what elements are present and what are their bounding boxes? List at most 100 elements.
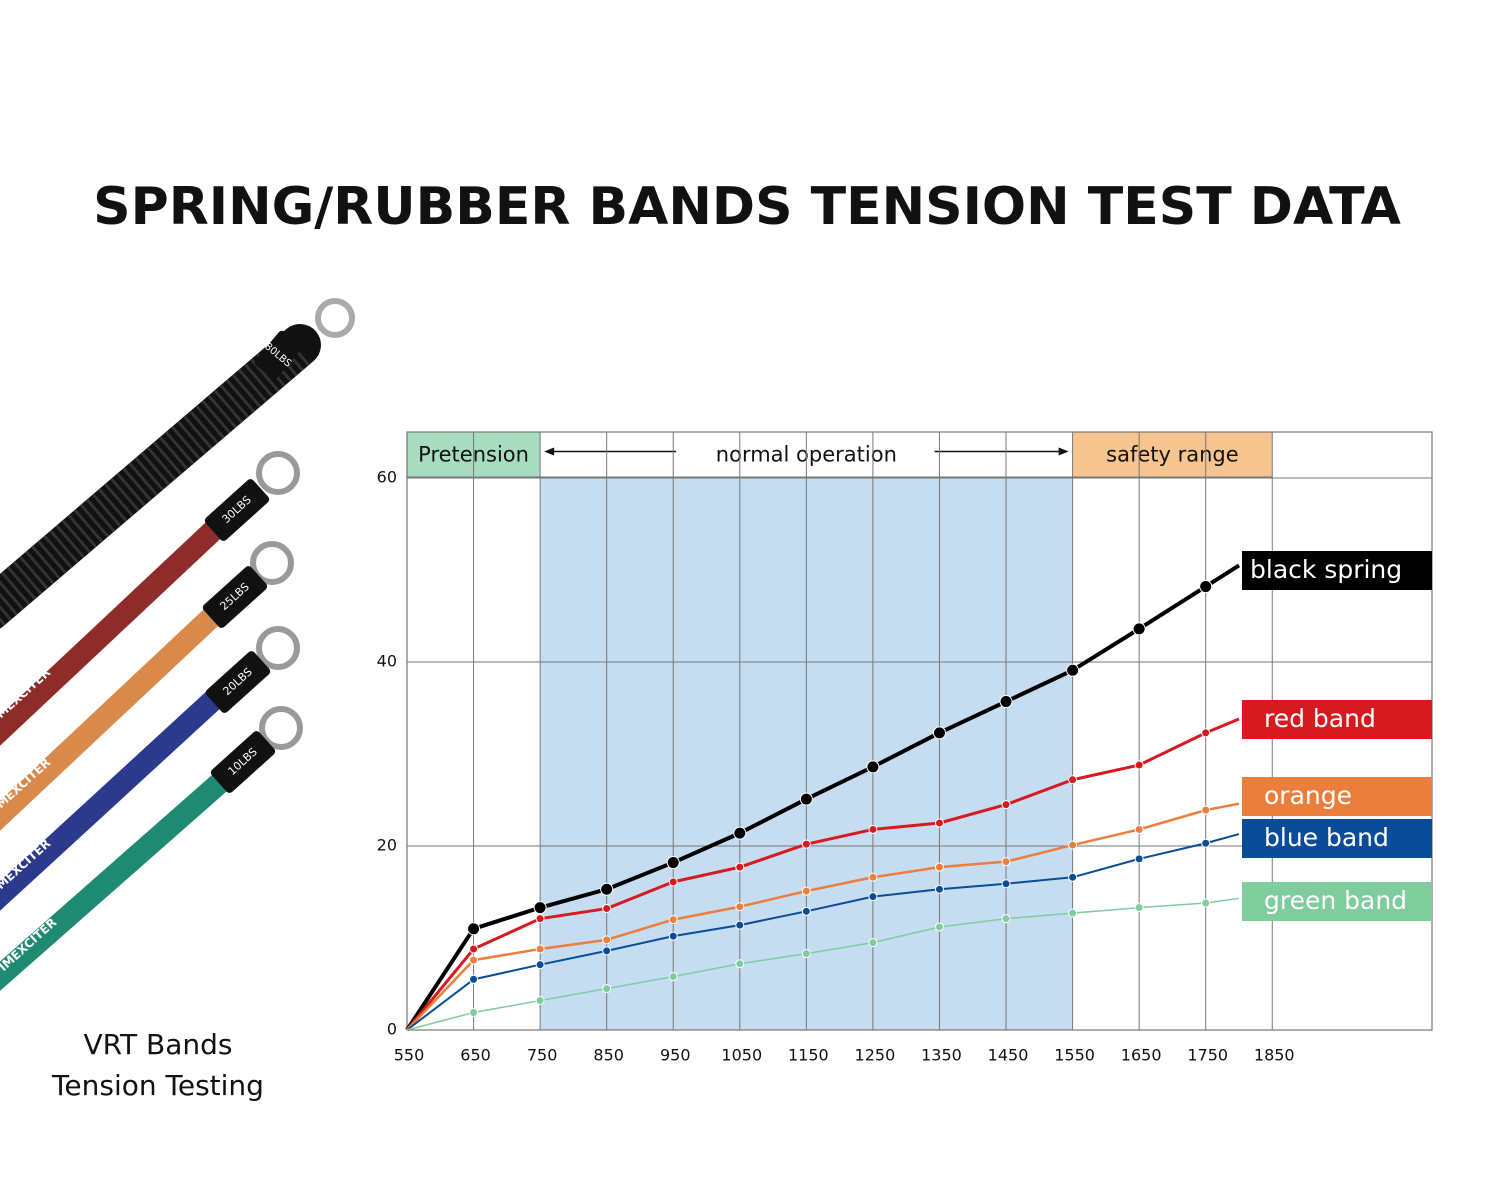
legend-label: red band: [1264, 704, 1376, 733]
point: [868, 938, 878, 948]
legend-box: [1242, 882, 1432, 921]
point: [1201, 838, 1211, 848]
point: [1201, 728, 1211, 738]
point: [1068, 872, 1078, 882]
series-line: [406, 802, 1240, 1031]
x-tick-label: 650: [460, 1046, 491, 1065]
point: [1134, 760, 1144, 770]
legend-box: [1242, 777, 1432, 816]
x-tick-label: 550: [394, 1046, 425, 1065]
green-band: [0, 756, 248, 991]
point: [1068, 775, 1078, 785]
point: [469, 944, 479, 954]
point: [1001, 914, 1011, 924]
series-line: [406, 833, 1240, 1031]
point: [934, 818, 944, 828]
handle: [205, 651, 271, 713]
point: [600, 882, 614, 896]
point: [1001, 857, 1011, 867]
ring: [256, 626, 300, 670]
point: [801, 839, 811, 849]
point: [602, 946, 612, 956]
point: [668, 972, 678, 982]
point: [735, 902, 745, 912]
x-tick-label: 1850: [1254, 1046, 1295, 1065]
point: [801, 906, 811, 916]
point: [1199, 580, 1213, 594]
region-label: safety range: [1106, 443, 1239, 467]
point: [735, 862, 745, 872]
y-tick-label: 0: [387, 1020, 397, 1039]
x-tick-label: 1150: [788, 1046, 829, 1065]
region: [1072, 432, 1273, 477]
x-tick-label: 1450: [988, 1046, 1029, 1065]
point: [735, 959, 745, 969]
point: [934, 922, 944, 932]
blue-band: [0, 671, 243, 911]
handle: [210, 731, 276, 793]
point: [866, 760, 880, 774]
point: [1134, 903, 1144, 913]
point: [735, 920, 745, 930]
ring: [250, 541, 294, 585]
point: [801, 949, 811, 959]
x-tick-label: 1550: [1054, 1046, 1095, 1065]
point: [469, 974, 479, 984]
arrow-head: [1058, 447, 1069, 456]
point: [868, 892, 878, 902]
legend-label: blue band: [1264, 823, 1389, 852]
point: [668, 877, 678, 887]
red-band: [0, 501, 243, 746]
point: [535, 944, 545, 954]
point: [467, 922, 481, 936]
orange-band: [0, 586, 243, 831]
point: [535, 996, 545, 1006]
ring: [256, 451, 300, 495]
y-tick-label: 40: [377, 652, 397, 671]
point: [602, 984, 612, 994]
x-tick-label: 850: [593, 1046, 624, 1065]
ring: [259, 706, 303, 750]
handle: [204, 479, 270, 541]
point: [1001, 879, 1011, 889]
legend-box: [1242, 700, 1432, 739]
point: [469, 1008, 479, 1018]
point: [934, 884, 944, 894]
point: [1068, 840, 1078, 850]
point: [1001, 800, 1011, 810]
point: [932, 726, 946, 740]
x-tick-label: 1750: [1187, 1046, 1228, 1065]
point: [666, 856, 680, 870]
handle: [254, 330, 302, 380]
point: [999, 695, 1013, 709]
x-tick-label: 750: [527, 1046, 558, 1065]
handle: [202, 566, 268, 628]
y-tick-label: 20: [377, 836, 397, 855]
point: [1201, 805, 1211, 815]
caption: Tension Testing: [51, 1069, 264, 1102]
chart-title: SPRING/RUBBER BANDS TENSION TEST DATA: [93, 177, 1401, 237]
legend-box: [1242, 819, 1432, 858]
point: [1132, 622, 1146, 636]
point: [1134, 824, 1144, 834]
spring-body: [0, 324, 321, 629]
point: [733, 826, 747, 840]
legend-label: orange: [1264, 781, 1352, 810]
x-tick-label: 1050: [721, 1046, 762, 1065]
point: [1134, 854, 1144, 864]
arrow-head: [544, 447, 555, 456]
x-tick-label: 1250: [855, 1046, 896, 1065]
point: [535, 914, 545, 924]
clip: [315, 298, 355, 338]
series-line: [405, 717, 1240, 1031]
point: [934, 862, 944, 872]
point: [535, 960, 545, 970]
point: [533, 901, 547, 915]
point: [868, 824, 878, 834]
point: [1068, 908, 1078, 918]
point: [1201, 898, 1211, 908]
legend-label: black spring: [1250, 555, 1402, 584]
legend-label: green band: [1264, 886, 1407, 915]
series-line: [405, 563, 1241, 1032]
caption: VRT Bands: [83, 1028, 232, 1061]
